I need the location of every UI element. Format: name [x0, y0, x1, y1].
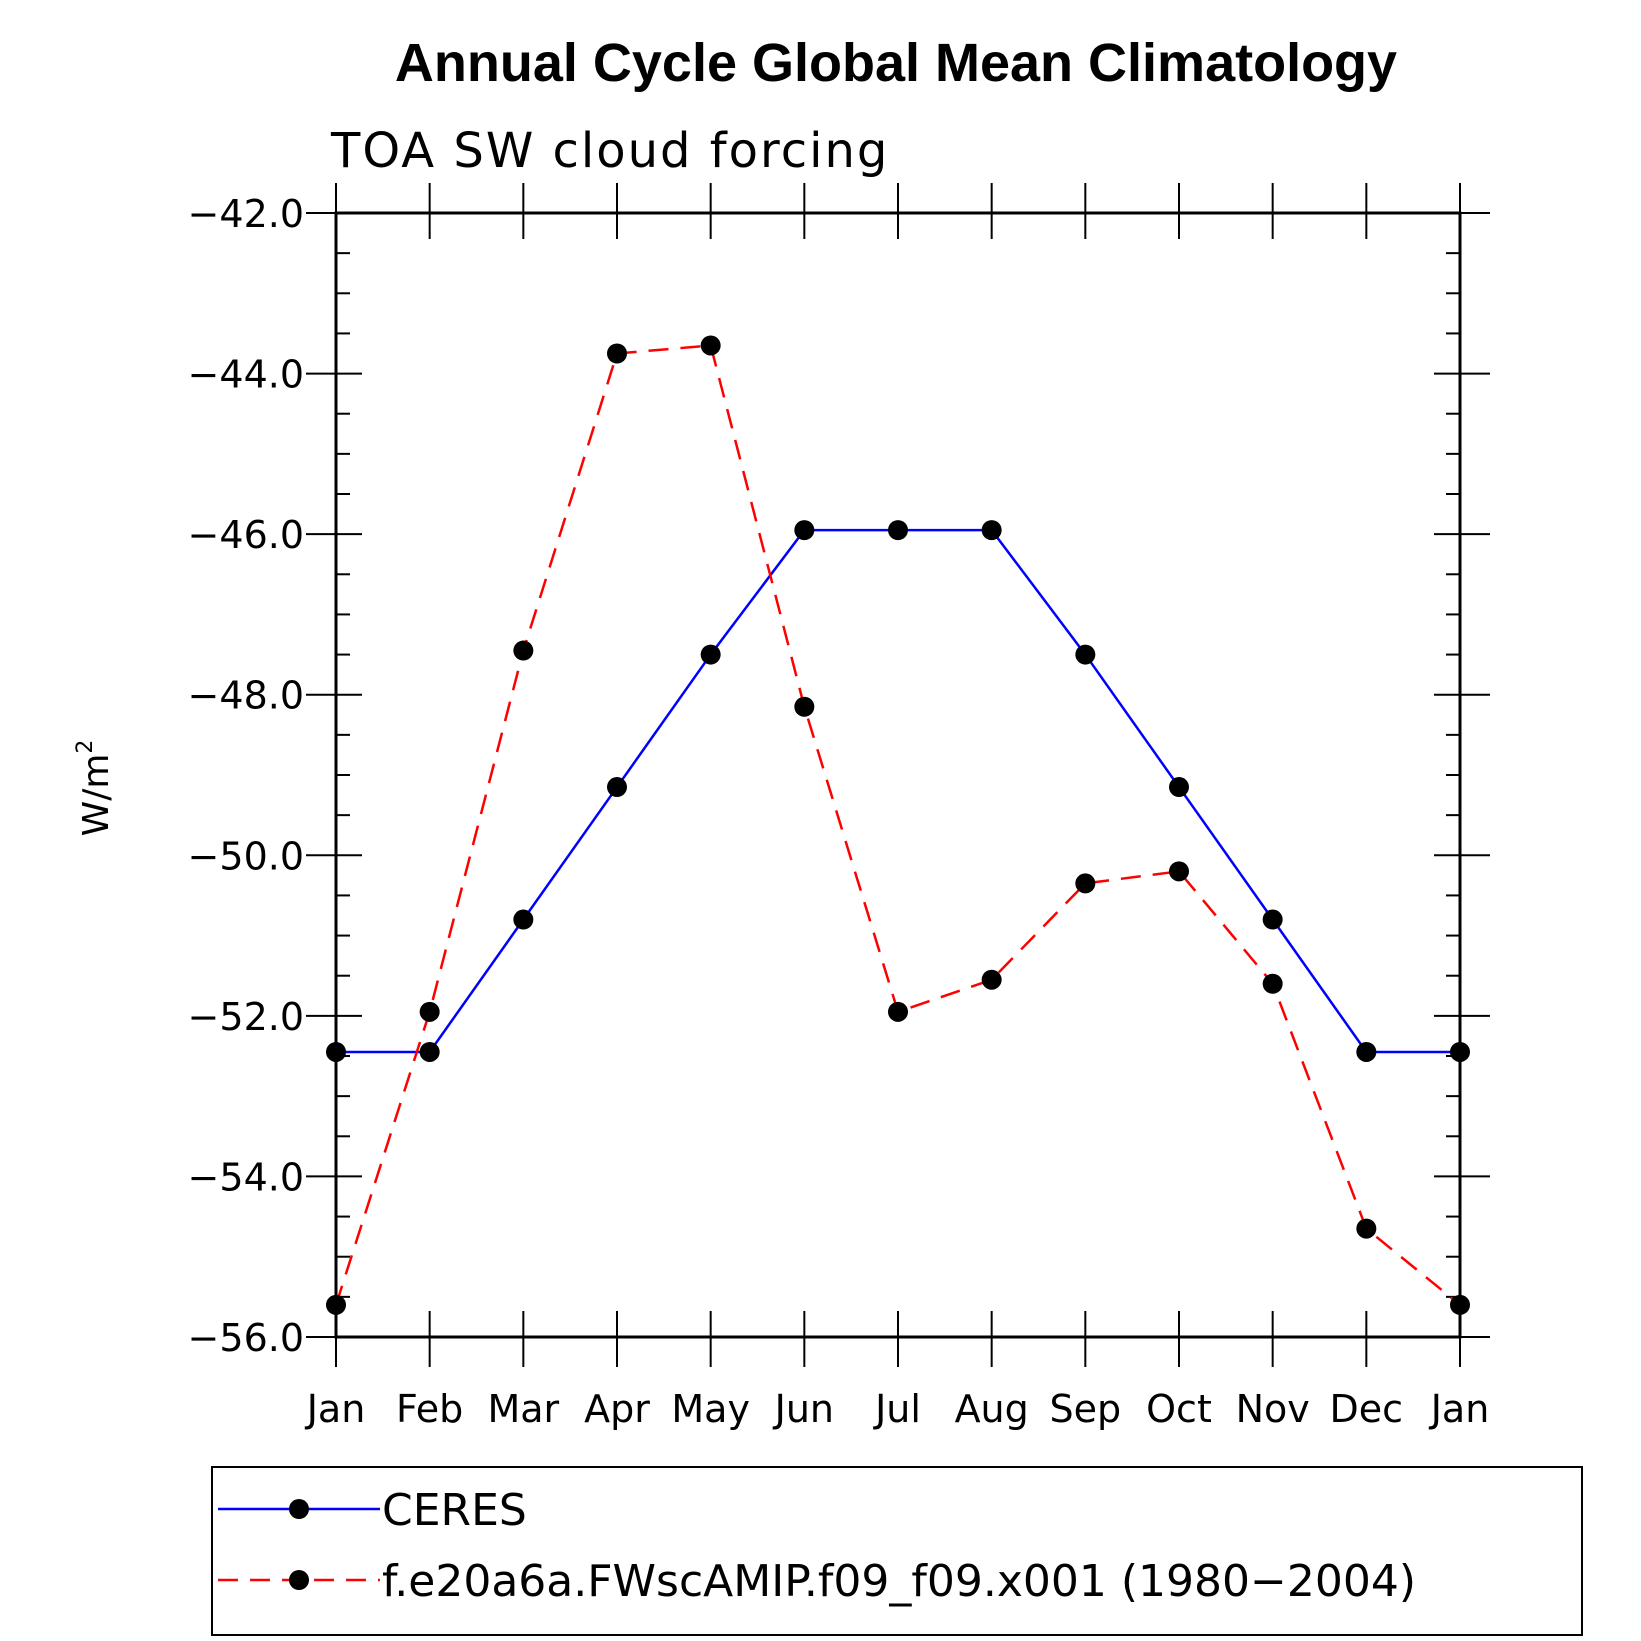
- x-tick-label: Aug: [955, 1387, 1029, 1431]
- axis-ticks: [306, 183, 1490, 1367]
- x-tick-label: Dec: [1330, 1387, 1404, 1431]
- series-line-0: [336, 528, 1460, 1054]
- x-tick-label: Apr: [584, 1387, 650, 1431]
- x-tick-label: Nov: [1236, 1387, 1310, 1431]
- series-1-point: [1169, 861, 1189, 882]
- svg-text:W/m2: W/m2: [73, 740, 117, 837]
- series-0-point: [1450, 1041, 1470, 1062]
- series-1-point: [888, 1001, 908, 1022]
- series-1-point: [1356, 1218, 1377, 1239]
- y-tick-labels: −42.0 −44.0 −46.0 −48.0 −50.0 −52.0 −54.0 −56.0: [188, 192, 304, 1360]
- y-axis-label: W/m2: [73, 740, 117, 837]
- series-layer: [326, 335, 1470, 1315]
- y-tick-label: −44.0: [188, 353, 304, 397]
- series-line-1: [334, 344, 1461, 1306]
- legend-box: [211, 1466, 1583, 1636]
- series-0-point: [981, 520, 1002, 541]
- series-0-point: [888, 520, 908, 541]
- y-tick-label: −48.0: [188, 674, 304, 718]
- y-tick-label: −54.0: [188, 1155, 304, 1199]
- series-1-point: [700, 335, 721, 356]
- series-1-point: [981, 969, 1002, 990]
- legend-label-model: f.e20a6a.FWscAMIP.f09_f09.x001 (1980−200…: [382, 1556, 1416, 1607]
- series-0-point: [326, 1041, 346, 1062]
- legend-marker-model: [289, 1570, 309, 1590]
- y-tick-label: −42.0: [188, 192, 304, 236]
- series-1-point: [1075, 873, 1096, 894]
- legend-marker-ceres: [289, 1499, 309, 1519]
- series-1-point: [513, 640, 534, 661]
- y-tick-label: −52.0: [188, 995, 304, 1039]
- series-1-point: [794, 696, 815, 717]
- plot-frame: [334, 211, 1462, 1339]
- x-tick-label: Mar: [487, 1387, 559, 1431]
- series-0-point: [419, 1041, 440, 1062]
- series-0-point: [1262, 909, 1283, 930]
- series-1-point: [326, 1294, 346, 1315]
- y-axis-label-text: W/m: [76, 754, 117, 837]
- series-1-point: [1262, 973, 1283, 994]
- x-tick-label: Oct: [1146, 1387, 1212, 1431]
- y-tick-label: −46.0: [188, 513, 304, 557]
- y-tick-label: −56.0: [188, 1316, 304, 1360]
- y-tick-label: −50.0: [188, 834, 304, 878]
- series-0-point: [513, 909, 534, 930]
- x-tick-labels: Jan Feb Mar Apr May Jun Jul Aug Sep Oct Nov Dec Jan: [305, 1387, 1490, 1431]
- x-tick-label: Feb: [396, 1387, 463, 1431]
- series-0-point: [700, 644, 721, 665]
- chart-subtitle: TOA SW cloud forcing: [330, 123, 889, 179]
- chart-title: Annual Cycle Global Mean Climatology: [395, 33, 1397, 93]
- x-tick-label: Jan: [305, 1387, 366, 1431]
- series-0-point: [1075, 644, 1096, 665]
- x-tick-label: Jan: [1429, 1387, 1490, 1431]
- legend: CERES f.e20a6a.FWscAMIP.f09_f09.x001 (19…: [211, 1466, 1583, 1636]
- x-tick-label: Jun: [773, 1387, 834, 1431]
- series-0-point: [1356, 1041, 1377, 1062]
- series-1-point: [607, 343, 627, 364]
- x-tick-label: Jul: [873, 1387, 921, 1431]
- x-tick-label: Sep: [1050, 1387, 1122, 1431]
- series-1-point: [419, 1001, 440, 1022]
- series-0-point: [1169, 777, 1189, 798]
- series-0-point: [794, 520, 815, 541]
- series-0-point: [607, 777, 627, 798]
- legend-label-ceres: CERES: [382, 1485, 527, 1536]
- x-tick-label: May: [671, 1387, 750, 1431]
- series-1-point: [1450, 1294, 1470, 1315]
- y-axis-label-superscript: 2: [73, 740, 98, 754]
